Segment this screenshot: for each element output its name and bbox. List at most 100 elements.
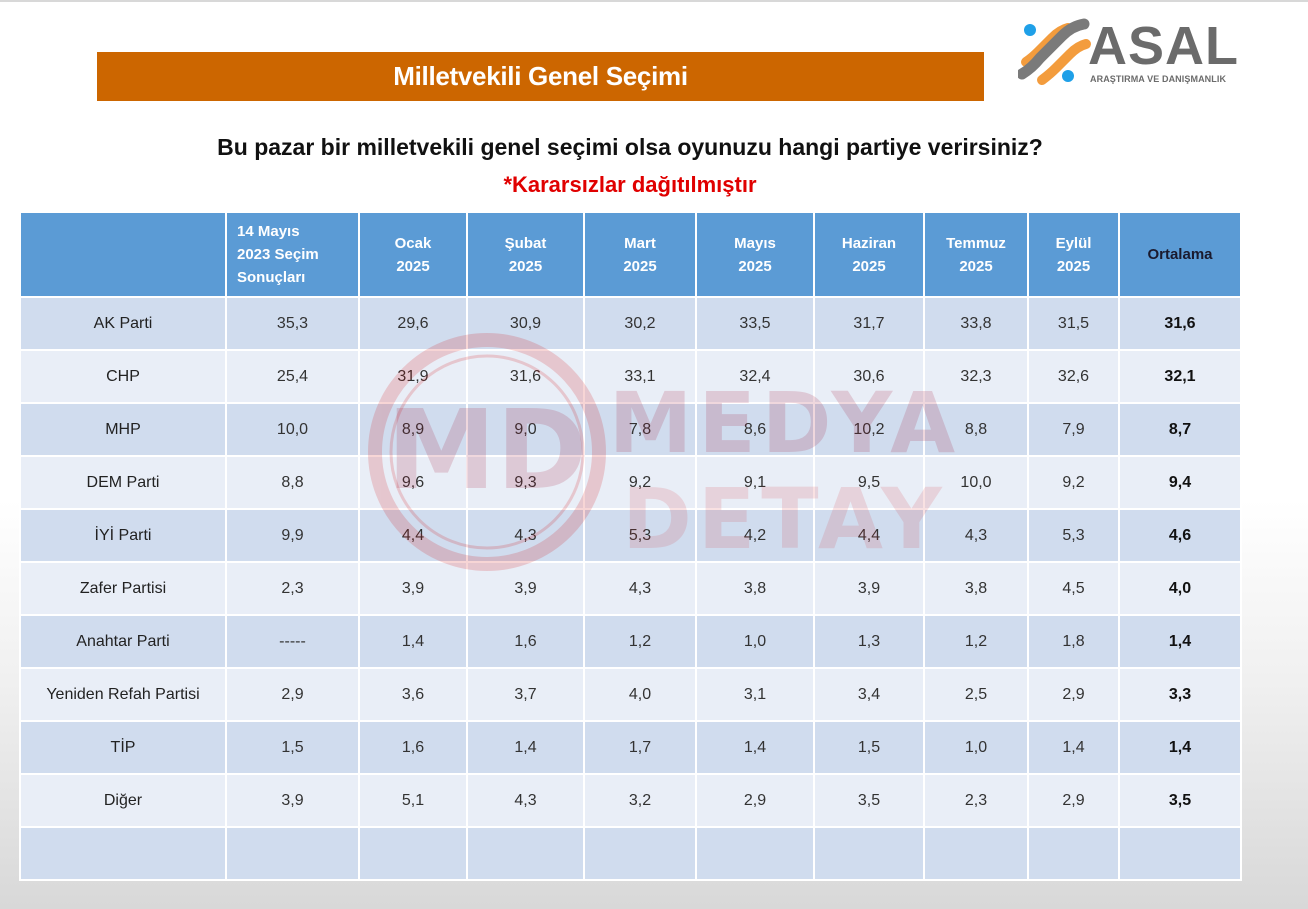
- table-row: Zafer Partisi 2,3 3,9 3,9 4,3 3,8 3,9 3,8 4,5 4,0: [19, 561, 1242, 616]
- table-row: AK Parti 35,3 29,6 30,9 30,2 33,5 31,7 33,8 31,5…: [19, 296, 1242, 351]
- poll-value: 2,9: [1027, 773, 1120, 828]
- poll-value: 25,4: [225, 349, 360, 404]
- table-row: İYİ Parti 9,9 4,4 4,3 5,3 4,2 4,4 4,3 5,3 4,6: [19, 508, 1242, 563]
- poll-value: 5,3: [583, 508, 697, 563]
- poll-value: 7,8: [583, 402, 697, 457]
- poll-value: 32,6: [1027, 349, 1120, 404]
- average-value: 1,4: [1118, 720, 1242, 775]
- party-name: İYİ Parti: [19, 508, 227, 563]
- poll-value: 10,2: [813, 402, 925, 457]
- poll-value: 3,9: [466, 561, 585, 616]
- party-name: DEM Parti: [19, 455, 227, 510]
- average-value: 1,4: [1118, 614, 1242, 669]
- header-election-2023: 14 Mayıs 2023 Seçim Sonuçları: [225, 211, 360, 298]
- header-mayis-2025: Mayıs 2025: [695, 211, 815, 298]
- header-temmuz-2025: Temmuz 2025: [923, 211, 1029, 298]
- header-row: 14 Mayıs 2023 Seçim Sonuçları Ocak 2025 Ş…: [19, 211, 1242, 298]
- poll-value: [1027, 826, 1120, 881]
- poll-value: 31,9: [358, 349, 468, 404]
- poll-value: 1,4: [695, 720, 815, 775]
- party-name: Anahtar Parti: [19, 614, 227, 669]
- poll-value: 1,8: [1027, 614, 1120, 669]
- header-party: [19, 211, 227, 298]
- top-border: [0, 0, 1308, 2]
- poll-value: 33,1: [583, 349, 697, 404]
- poll-value: 29,6: [358, 296, 468, 351]
- poll-value: 30,9: [466, 296, 585, 351]
- logo-tagline: ARAŞTIRMA VE DANIŞMANLIK: [1090, 74, 1227, 84]
- poll-value: 9,6: [358, 455, 468, 510]
- poll-value: 2,9: [695, 773, 815, 828]
- poll-value: 1,4: [466, 720, 585, 775]
- poll-value: 4,5: [1027, 561, 1120, 616]
- poll-value: 10,0: [923, 455, 1029, 510]
- average-value: 9,4: [1118, 455, 1242, 510]
- poll-value: 1,5: [225, 720, 360, 775]
- table-row: MHP 10,0 8,9 9,0 7,8 8,6 10,2 8,8 7,9 8,7: [19, 402, 1242, 457]
- poll-value: 1,7: [583, 720, 697, 775]
- header-ocak-2025: Ocak 2025: [358, 211, 468, 298]
- poll-value: 2,5: [923, 667, 1029, 722]
- poll-value: 8,8: [225, 455, 360, 510]
- poll-value: 1,0: [695, 614, 815, 669]
- average-value: 3,5: [1118, 773, 1242, 828]
- average-value: 31,6: [1118, 296, 1242, 351]
- average-value: 3,3: [1118, 667, 1242, 722]
- poll-value: [358, 826, 468, 881]
- party-name: [19, 826, 227, 881]
- poll-value: 3,2: [583, 773, 697, 828]
- poll-value: 3,9: [813, 561, 925, 616]
- table-row: TİP 1,5 1,6 1,4 1,7 1,4 1,5 1,0 1,4 1,4: [19, 720, 1242, 775]
- poll-value: 4,4: [358, 508, 468, 563]
- survey-question: Bu pazar bir milletvekili genel seçimi o…: [217, 134, 1043, 160]
- table-row: Anahtar Parti ----- 1,4 1,6 1,2 1,0 1,3 1,2 1,8 1…: [19, 614, 1242, 669]
- poll-value: 8,6: [695, 402, 815, 457]
- header-ortalama: Ortalama: [1118, 211, 1242, 298]
- poll-value: 8,8: [923, 402, 1029, 457]
- table-row: CHP 25,4 31,9 31,6 33,1 32,4 30,6 32,3 32,6 32,1: [19, 349, 1242, 404]
- poll-value: 2,9: [1027, 667, 1120, 722]
- poll-value: 9,5: [813, 455, 925, 510]
- party-name: CHP: [19, 349, 227, 404]
- poll-value: 2,3: [225, 561, 360, 616]
- poll-value: 4,3: [923, 508, 1029, 563]
- poll-value: 4,4: [813, 508, 925, 563]
- poll-value: 1,5: [813, 720, 925, 775]
- party-name: TİP: [19, 720, 227, 775]
- average-value: 4,6: [1118, 508, 1242, 563]
- poll-value: 3,4: [813, 667, 925, 722]
- poll-value: 1,2: [583, 614, 697, 669]
- poll-value: [583, 826, 697, 881]
- poll-value: 1,3: [813, 614, 925, 669]
- poll-value: 3,8: [695, 561, 815, 616]
- poll-value: 30,2: [583, 296, 697, 351]
- poll-value: 3,5: [813, 773, 925, 828]
- average-value: 8,7: [1118, 402, 1242, 457]
- poll-value: [923, 826, 1029, 881]
- poll-value: 31,6: [466, 349, 585, 404]
- poll-value: 2,3: [923, 773, 1029, 828]
- undecided-note: *Kararsızlar dağıtılmıştır: [503, 172, 757, 197]
- poll-value: 9,2: [1027, 455, 1120, 510]
- poll-value: 4,3: [466, 773, 585, 828]
- poll-value: 9,9: [225, 508, 360, 563]
- average-value: 32,1: [1118, 349, 1242, 404]
- party-name: AK Parti: [19, 296, 227, 351]
- poll-value: 8,9: [358, 402, 468, 457]
- poll-value: 1,0: [923, 720, 1029, 775]
- poll-value: 1,4: [1027, 720, 1120, 775]
- title-banner: Milletvekili Genel Seçimi: [97, 52, 984, 101]
- header-haziran-2025: Haziran 2025: [813, 211, 925, 298]
- poll-value: 3,8: [923, 561, 1029, 616]
- poll-value: 32,4: [695, 349, 815, 404]
- table-row: DEM Parti 8,8 9,6 9,3 9,2 9,1 9,5 10,0 9,2 9,4: [19, 455, 1242, 510]
- average-value: [1118, 826, 1242, 881]
- poll-value: 2,9: [225, 667, 360, 722]
- logo-brand-text: ASAL: [1088, 16, 1239, 76]
- header-eylul-2025: Eylül 2025: [1027, 211, 1120, 298]
- poll-value: 9,1: [695, 455, 815, 510]
- poll-value: 5,1: [358, 773, 468, 828]
- poll-value: 9,3: [466, 455, 585, 510]
- poll-value: 3,7: [466, 667, 585, 722]
- party-name: Yeniden Refah Partisi: [19, 667, 227, 722]
